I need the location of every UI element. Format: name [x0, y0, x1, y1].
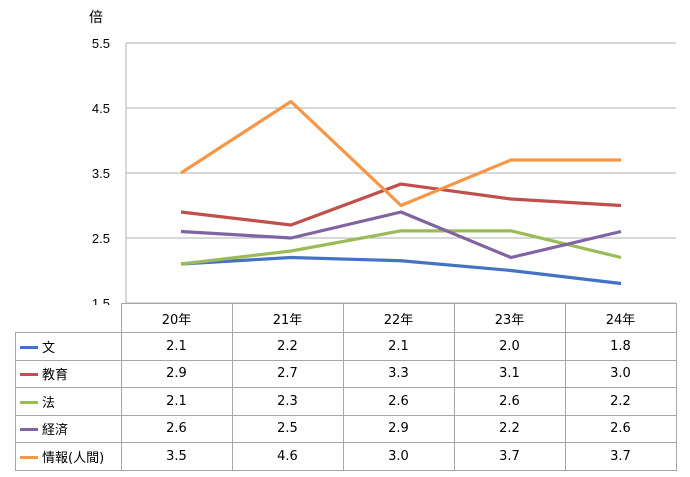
table-row: 教育 2.9 2.7 3.3 3.1 3.0: [15, 359, 677, 388]
category-header: 20年: [120, 303, 233, 333]
value-cell: 3.7: [453, 442, 566, 471]
value-cell: 2.3: [231, 387, 344, 416]
value-cell: 2.6: [453, 387, 566, 416]
series-legend-cell: 情報(人間): [15, 442, 122, 471]
table-header-row: 20年 21年 22年 23年 24年: [15, 303, 677, 333]
category-header: 23年: [453, 303, 566, 333]
series-name: 経済: [42, 423, 69, 439]
legend-swatch: [20, 345, 38, 349]
value-cell: 3.3: [342, 359, 455, 388]
category-header: 22年: [342, 303, 455, 333]
y-tick-label: 4.5: [92, 101, 110, 116]
series-name: 文: [42, 340, 56, 356]
series-line: [180, 229, 622, 266]
gridlines: [125, 42, 676, 304]
series-name: 情報(人間): [42, 450, 105, 466]
value-cell: 2.2: [564, 387, 677, 416]
value-cell: 2.1: [120, 332, 233, 361]
value-cell: 2.2: [231, 332, 344, 361]
series-line: [180, 255, 622, 286]
category-header: 24年: [564, 303, 677, 333]
table-row: 法 2.1 2.3 2.6 2.6 2.2: [15, 387, 677, 416]
series-legend-cell: 教育: [15, 359, 122, 388]
legend-swatch: [20, 455, 38, 459]
value-cell: 2.0: [453, 332, 566, 361]
value-cell: 3.7: [564, 442, 677, 471]
data-table: 20年 21年 22年 23年 24年 文 2.1 2.2 2.1 2.0 1.8 教育 2.9 2.7…: [15, 303, 677, 471]
value-cell: 4.6: [231, 442, 344, 471]
table-corner: [15, 303, 122, 333]
table-row: 経済 2.6 2.5 2.9 2.2 2.6: [15, 414, 677, 443]
value-cell: 3.0: [564, 359, 677, 388]
value-cell: 2.5: [231, 414, 344, 443]
series-name: 教育: [42, 368, 69, 384]
value-cell: 2.1: [342, 332, 455, 361]
value-cell: 2.9: [342, 414, 455, 443]
value-cell: 2.6: [120, 414, 233, 443]
legend-swatch: [20, 400, 38, 404]
value-cell: 3.0: [342, 442, 455, 471]
y-axis-ticks: 5.5 4.5 3.5 2.5 1.5: [92, 36, 110, 305]
y-tick-label: 1.5: [92, 296, 110, 305]
series-line: [180, 182, 622, 227]
value-cell: 1.8: [564, 332, 677, 361]
value-cell: 2.6: [342, 387, 455, 416]
y-tick-label: 2.5: [92, 231, 110, 246]
category-header: 21年: [231, 303, 344, 333]
value-cell: 2.9: [120, 359, 233, 388]
value-cell: 2.2: [453, 414, 566, 443]
series-line: [180, 99, 621, 208]
legend-swatch: [20, 428, 38, 432]
y-axis-unit-label: 倍: [89, 10, 103, 26]
series-legend-cell: 法: [15, 387, 122, 416]
series-lines: [180, 99, 622, 286]
table-row: 情報(人間) 3.5 4.6 3.0 3.7 3.7: [15, 442, 677, 471]
y-tick-label: 3.5: [92, 166, 110, 181]
series-legend-cell: 経済: [15, 414, 122, 443]
series-legend-cell: 文: [15, 332, 122, 361]
value-cell: 2.7: [231, 359, 344, 388]
table-row: 文 2.1 2.2 2.1 2.0 1.8: [15, 332, 677, 361]
line-chart: 5.5 4.5 3.5 2.5 1.5 倍: [89, 10, 676, 305]
value-cell: 2.6: [564, 414, 677, 443]
legend-swatch: [20, 373, 38, 377]
value-cell: 3.1: [453, 359, 566, 388]
value-cell: 2.1: [120, 387, 233, 416]
series-name: 法: [42, 395, 56, 411]
table-body: 文 2.1 2.2 2.1 2.0 1.8 教育 2.9 2.7 3.3 3.1 3.0 法 2.1 2.3…: [15, 332, 677, 471]
value-cell: 3.5: [120, 442, 233, 471]
series-line: [180, 210, 622, 260]
y-tick-label: 5.5: [92, 36, 110, 51]
